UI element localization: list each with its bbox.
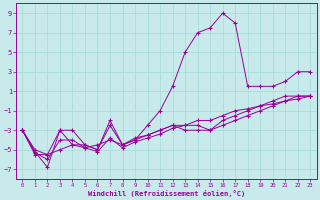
X-axis label: Windchill (Refroidissement éolien,°C): Windchill (Refroidissement éolien,°C): [88, 190, 245, 197]
